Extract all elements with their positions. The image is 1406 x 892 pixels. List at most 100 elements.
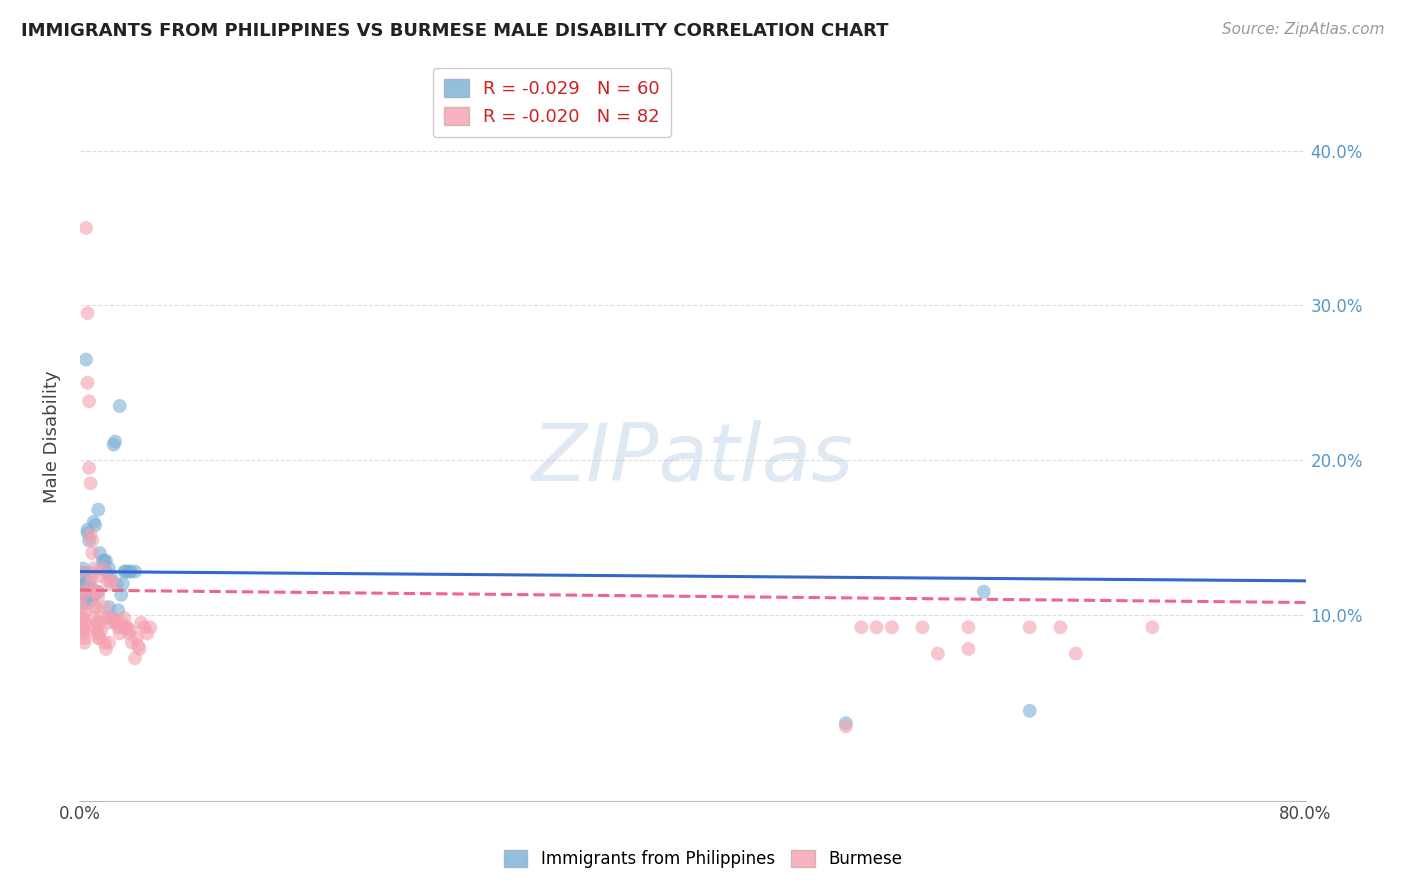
Point — [77, 394, 100, 409]
Point — [835, 719, 858, 733]
Point — [957, 620, 980, 634]
Point — [76, 595, 98, 609]
Point — [117, 620, 139, 634]
Point — [84, 600, 107, 615]
Legend: R = -0.029   N = 60, R = -0.020   N = 82: R = -0.029 N = 60, R = -0.020 N = 82 — [433, 68, 671, 137]
Point — [72, 569, 94, 583]
Point — [101, 611, 124, 625]
Point — [84, 518, 107, 533]
Point — [90, 611, 112, 625]
Point — [79, 527, 101, 541]
Point — [129, 615, 152, 630]
Point — [865, 620, 887, 634]
Point — [957, 642, 980, 657]
Point — [1142, 620, 1164, 634]
Point — [83, 515, 105, 529]
Point — [111, 577, 134, 591]
Point — [75, 221, 97, 235]
Point — [73, 626, 96, 640]
Point — [87, 631, 110, 645]
Point — [72, 561, 94, 575]
Point — [118, 626, 141, 640]
Point — [72, 580, 94, 594]
Point — [69, 565, 91, 579]
Point — [96, 574, 118, 588]
Point — [911, 620, 934, 634]
Point — [124, 565, 146, 579]
Point — [973, 584, 995, 599]
Point — [100, 577, 122, 591]
Legend: Immigrants from Philippines, Burmese: Immigrants from Philippines, Burmese — [498, 843, 908, 875]
Point — [73, 590, 96, 604]
Point — [96, 611, 118, 625]
Point — [87, 590, 110, 604]
Point — [110, 588, 132, 602]
Point — [84, 600, 107, 615]
Point — [70, 577, 93, 591]
Point — [72, 620, 94, 634]
Point — [87, 626, 110, 640]
Point — [93, 636, 115, 650]
Point — [76, 376, 98, 390]
Point — [89, 631, 111, 645]
Point — [73, 636, 96, 650]
Point — [79, 580, 101, 594]
Point — [94, 642, 117, 657]
Point — [87, 502, 110, 516]
Point — [86, 615, 108, 630]
Point — [111, 620, 134, 634]
Point — [835, 716, 858, 731]
Point — [127, 639, 149, 653]
Point — [73, 615, 96, 630]
Point — [101, 574, 124, 588]
Point — [70, 584, 93, 599]
Point — [108, 626, 131, 640]
Point — [72, 611, 94, 625]
Point — [86, 624, 108, 638]
Point — [98, 561, 121, 575]
Point — [1018, 620, 1040, 634]
Point — [83, 611, 105, 625]
Point — [91, 554, 114, 568]
Point — [83, 588, 105, 602]
Point — [69, 566, 91, 581]
Point — [104, 434, 127, 449]
Point — [927, 647, 949, 661]
Point — [114, 620, 136, 634]
Point — [1018, 704, 1040, 718]
Point — [84, 620, 107, 634]
Point — [128, 642, 150, 657]
Point — [114, 565, 136, 579]
Point — [72, 584, 94, 599]
Point — [880, 620, 903, 634]
Point — [82, 546, 104, 560]
Point — [79, 476, 101, 491]
Point — [87, 584, 110, 599]
Point — [70, 607, 93, 622]
Point — [96, 566, 118, 581]
Point — [1064, 647, 1087, 661]
Point — [94, 554, 117, 568]
Point — [82, 592, 104, 607]
Point — [91, 561, 114, 575]
Point — [112, 565, 135, 579]
Point — [76, 523, 98, 537]
Point — [107, 603, 129, 617]
Point — [851, 620, 873, 634]
Point — [107, 620, 129, 634]
Point — [98, 636, 121, 650]
Point — [110, 615, 132, 630]
Point — [103, 438, 125, 452]
Point — [82, 569, 104, 583]
Point — [77, 533, 100, 548]
Point — [75, 352, 97, 367]
Point — [112, 611, 135, 625]
Text: Source: ZipAtlas.com: Source: ZipAtlas.com — [1222, 22, 1385, 37]
Text: IMMIGRANTS FROM PHILIPPINES VS BURMESE MALE DISABILITY CORRELATION CHART: IMMIGRANTS FROM PHILIPPINES VS BURMESE M… — [21, 22, 889, 40]
Point — [79, 577, 101, 591]
Point — [120, 624, 142, 638]
Point — [73, 595, 96, 609]
Point — [73, 574, 96, 588]
Y-axis label: Male Disability: Male Disability — [44, 370, 60, 503]
Point — [105, 615, 128, 630]
